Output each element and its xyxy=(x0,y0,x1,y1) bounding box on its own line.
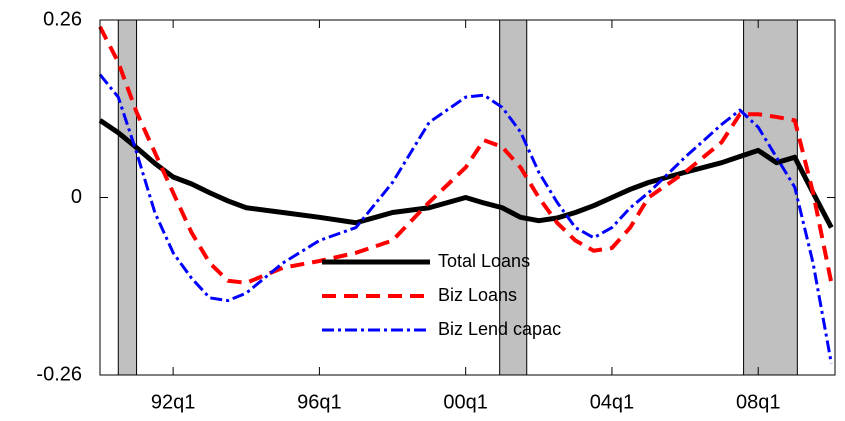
x-tick-label: 08q1 xyxy=(736,391,781,413)
x-tick-label: 92q1 xyxy=(151,391,196,413)
recession-band xyxy=(743,19,798,376)
series-line xyxy=(98,25,834,285)
y-tick-label: -0.26 xyxy=(36,363,82,385)
x-tick-label: 04q1 xyxy=(590,391,635,413)
legend-label: Biz Lend capac xyxy=(438,319,561,339)
series-line xyxy=(98,118,834,229)
legend-label: Biz Loans xyxy=(438,285,517,305)
legend-label: Total Loans xyxy=(438,251,530,271)
plot-frame xyxy=(99,19,836,376)
x-tick-label: 96q1 xyxy=(297,391,342,413)
y-tick-label: 0 xyxy=(71,186,82,208)
series-line xyxy=(98,73,833,364)
recession-band xyxy=(499,19,528,376)
x-tick-label: 00q1 xyxy=(443,391,488,413)
y-tick-label: 0.26 xyxy=(43,8,82,30)
